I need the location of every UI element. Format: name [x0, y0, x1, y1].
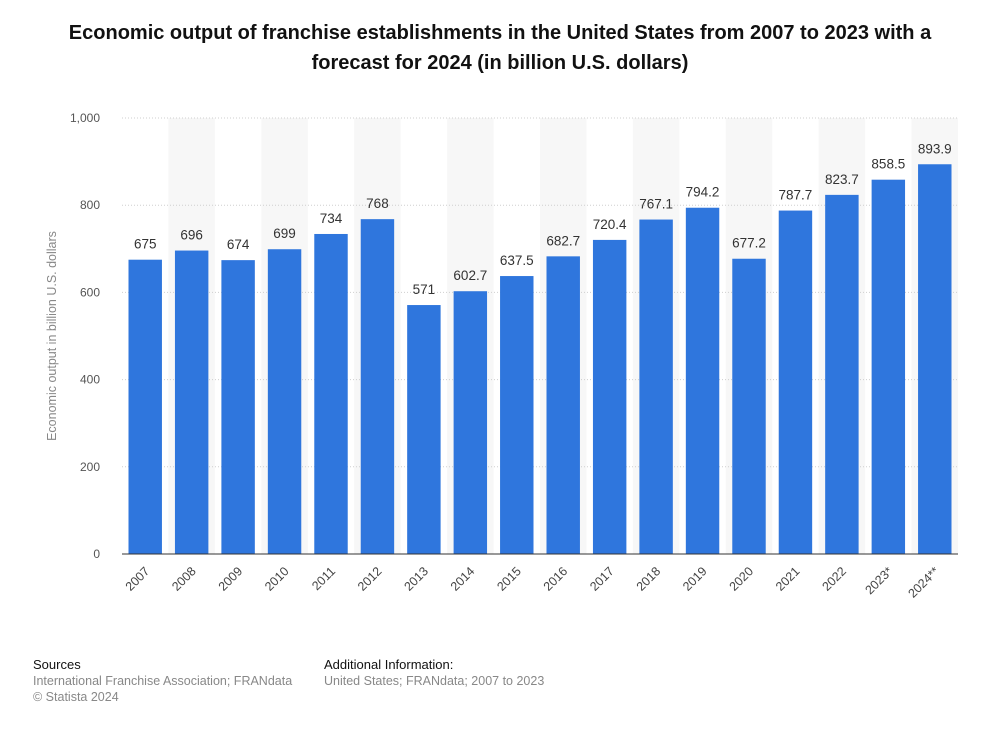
bar-value-label: 858.5 — [871, 157, 905, 172]
copyright-text: © Statista 2024 — [33, 690, 119, 704]
bar — [918, 164, 952, 555]
y-tick-label: 1,000 — [70, 111, 100, 125]
bar-value-label: 787.7 — [779, 188, 813, 203]
bar-value-label: 571 — [413, 282, 436, 297]
bar — [685, 207, 720, 554]
bar-value-label: 677.2 — [732, 236, 766, 251]
y-axis-label: Economic output in billion U.S. dollars — [45, 231, 59, 441]
bar — [174, 250, 209, 554]
bar-value-label: 734 — [320, 211, 343, 226]
x-tick-label: 2013 — [401, 564, 431, 594]
x-tick-label: 2015 — [494, 564, 524, 594]
chart-title: Economic output of franchise establishme… — [68, 22, 932, 74]
bar — [500, 276, 534, 554]
x-tick-label: 2016 — [541, 564, 571, 594]
x-tick-label: 2012 — [355, 564, 385, 594]
x-tick-label: 2014 — [448, 564, 478, 594]
bar-value-label: 720.4 — [593, 217, 627, 232]
y-tick-label: 0 — [93, 547, 100, 561]
bar-value-label: 674 — [227, 237, 250, 252]
bar — [732, 258, 766, 554]
additional-info-heading: Additional Information: — [324, 657, 454, 672]
x-tick-label: 2010 — [262, 564, 292, 594]
bar-value-label: 602.7 — [453, 268, 487, 283]
sources-heading: Sources — [33, 657, 81, 672]
bar-value-label: 893.9 — [918, 141, 952, 156]
bar — [871, 179, 906, 554]
sources-text: International Franchise Association; FRA… — [33, 674, 293, 688]
bar-value-label: 823.7 — [825, 172, 859, 187]
bar — [267, 249, 302, 554]
bar — [314, 233, 348, 554]
x-tick-label: 2019 — [680, 564, 710, 594]
bar — [453, 291, 488, 554]
bar — [825, 194, 859, 554]
bar — [221, 260, 255, 554]
y-tick-label: 200 — [80, 460, 100, 474]
bar-value-label: 637.5 — [500, 253, 534, 268]
x-tick-label: 2023* — [862, 564, 895, 597]
x-tick-label: 2017 — [587, 564, 617, 594]
x-tick-label: 2008 — [169, 564, 199, 594]
bar — [360, 219, 395, 555]
x-tick-label: 2022 — [819, 564, 849, 594]
bar-value-label: 794.2 — [686, 185, 720, 200]
x-tick-label: 2011 — [309, 564, 338, 593]
bar-value-label: 675 — [134, 237, 157, 252]
x-tick-label: 2018 — [634, 564, 664, 594]
bar — [407, 305, 441, 554]
bar — [128, 259, 162, 554]
bar-value-label: 699 — [273, 226, 296, 241]
y-tick-label: 600 — [80, 285, 100, 299]
bar-value-label: 767.1 — [639, 197, 673, 212]
bar — [592, 239, 627, 555]
bar-value-label: 682.7 — [546, 233, 580, 248]
bar-chart: 0 200 400 600 800 1,000 Economic output in bil… — [45, 111, 958, 601]
additional-info-text: United States; FRANdata; 2007 to 2023 — [324, 674, 545, 688]
bar — [778, 210, 813, 554]
x-tick-label: 2021 — [773, 564, 803, 594]
x-tick-label: 2009 — [216, 564, 246, 594]
y-tick-label: 800 — [80, 198, 100, 212]
y-tick-label: 400 — [80, 373, 100, 387]
sources-section: Sources International Franchise Associat… — [33, 657, 292, 705]
x-tick-label: 2007 — [123, 564, 153, 594]
bar — [639, 219, 673, 554]
bar-value-label: 696 — [180, 228, 203, 243]
bar-value-label: 768 — [366, 196, 389, 211]
additional-info-section: Additional Information: United States; F… — [324, 657, 544, 689]
x-tick-label: 2020 — [727, 564, 757, 594]
bar — [546, 256, 580, 554]
x-tick-label: 2024** — [905, 564, 942, 601]
